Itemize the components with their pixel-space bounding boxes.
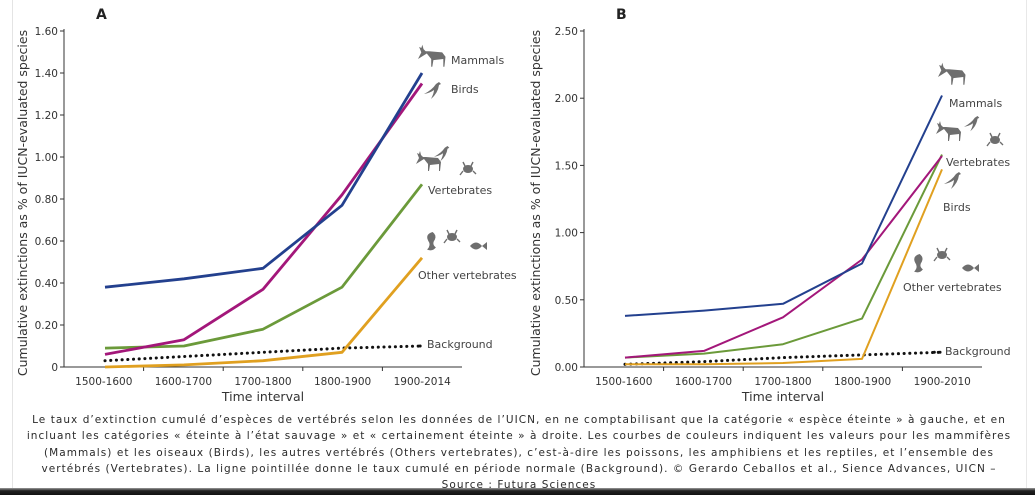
x-tick-label: 1500-1600 — [595, 376, 652, 388]
y-tick-label: 1.00 — [555, 228, 578, 240]
series-label-mammals: Mammals — [451, 54, 504, 67]
deer-icon — [416, 151, 441, 171]
series-line-mammals — [104, 72, 424, 289]
figure-caption: Le taux d’extinction cumulé d’espèces de… — [20, 412, 1018, 493]
x-tick-label: 1800-1900 — [314, 376, 371, 388]
series-label-background: Background — [945, 345, 1011, 358]
frog-icon — [990, 136, 1000, 144]
series-label-other-vertebrates: Other vertebrates — [903, 281, 1002, 294]
panel-letter: B — [616, 7, 627, 23]
series-line-birds — [104, 82, 424, 356]
y-tick-label: 1.60 — [35, 26, 58, 38]
y-tick-label: 0.60 — [35, 236, 58, 248]
bird-icon — [944, 172, 961, 189]
y-tick-label: 1.00 — [35, 152, 58, 164]
series-line-background — [623, 350, 943, 366]
y-tick-label: 1.50 — [555, 160, 578, 172]
bird-icon — [424, 82, 441, 99]
x-axis-title: Time interval — [221, 389, 304, 404]
series-line-other-vertebrates — [104, 256, 424, 369]
series-label-mammals: Mammals — [949, 97, 1002, 110]
x-tick-label: 1600-1700 — [155, 376, 212, 388]
scrollbar-track[interactable] — [1026, 0, 1027, 488]
y-tick-label: 0.00 — [555, 362, 578, 374]
caption-text: Le taux d’extinction cumulé d’espèces de… — [26, 414, 1012, 475]
y-tick-label: 0 — [51, 362, 58, 374]
frog-icon — [937, 251, 947, 259]
series-label-birds: Birds — [451, 83, 479, 96]
x-tick-label: 1900-2014 — [394, 376, 452, 388]
series-label-vertebrates: Vertebrates — [946, 156, 1010, 169]
series-label-other-vertebrates: Other vertebrates — [418, 269, 517, 282]
frog-icon — [447, 233, 457, 241]
x-tick-label: 1500-1600 — [75, 376, 132, 388]
fish-icon — [962, 264, 979, 272]
page-border-left — [12, 0, 13, 488]
series-line-vertebrates — [624, 154, 943, 359]
x-axis-title: Time interval — [741, 389, 824, 404]
x-tick-label: 1700-1800 — [234, 376, 291, 388]
y-tick-label: 1.20 — [35, 110, 58, 122]
species-icons — [416, 44, 487, 251]
x-tick-label: 1900-2010 — [914, 376, 971, 388]
species-icons — [914, 62, 1004, 273]
y-tick-label: 2.50 — [555, 26, 578, 38]
series-line-birds — [624, 155, 943, 359]
y-tick-label: 0.50 — [555, 295, 578, 307]
reptile-icon — [427, 232, 436, 251]
frog-icon — [463, 165, 473, 173]
y-tick-label: 0.20 — [35, 320, 58, 332]
y-axis-title: Cumulative extinctions as % of IUCN-eval… — [15, 30, 30, 376]
x-tick-label: 1700-1800 — [754, 376, 811, 388]
y-tick-label: 0.40 — [35, 278, 58, 290]
chart-a: A 0 0.20 0.40 0.60 0.80 1.00 1.20 1.40 1.60 1500-1… — [15, 7, 517, 404]
x-tick-label: 1600-1700 — [675, 376, 732, 388]
series-label-birds: Birds — [943, 201, 971, 214]
deer-icon — [938, 62, 966, 85]
y-tick-label: 0.80 — [35, 194, 58, 206]
bottom-bar — [0, 488, 1035, 495]
x-tick-label: 1800-1900 — [834, 376, 891, 388]
panel-letter: A — [96, 7, 107, 23]
bird-icon — [964, 116, 980, 132]
series-line-mammals — [624, 95, 943, 317]
series-line-vertebrates — [104, 183, 424, 350]
series-label-vertebrates: Vertebrates — [428, 184, 492, 197]
deer-icon — [418, 44, 446, 67]
bird-icon — [434, 146, 450, 162]
series-line-other-vertebrates — [625, 169, 943, 366]
y-tick-label: 1.40 — [35, 68, 58, 80]
y-tick-label: 2.00 — [555, 93, 578, 105]
fish-icon — [470, 242, 487, 250]
y-axis-title: Cumulative extinctions as % of IUCN-eval… — [528, 30, 543, 376]
chart-b: B 0.00 0.50 1.00 1.50 2.00 2.50 1500-1600 1600-1… — [528, 7, 1011, 404]
reptile-icon — [914, 253, 923, 273]
deer-icon — [936, 121, 961, 141]
series-label-background: Background — [427, 338, 493, 351]
